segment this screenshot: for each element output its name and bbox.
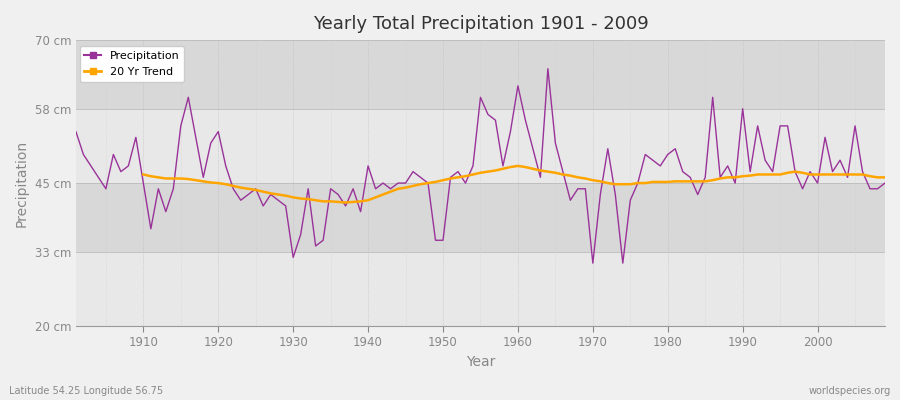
Title: Yearly Total Precipitation 1901 - 2009: Yearly Total Precipitation 1901 - 2009 (312, 15, 648, 33)
X-axis label: Year: Year (466, 355, 495, 369)
Y-axis label: Precipitation: Precipitation (15, 140, 29, 227)
Legend: Precipitation, 20 Yr Trend: Precipitation, 20 Yr Trend (80, 46, 184, 82)
Bar (76, 252, 885, 326)
Text: worldspecies.org: worldspecies.org (809, 386, 891, 396)
Bar (76, 183, 885, 252)
Text: Latitude 54.25 Longitude 56.75: Latitude 54.25 Longitude 56.75 (9, 386, 163, 396)
Bar (76, 40, 885, 109)
Bar (76, 109, 885, 183)
